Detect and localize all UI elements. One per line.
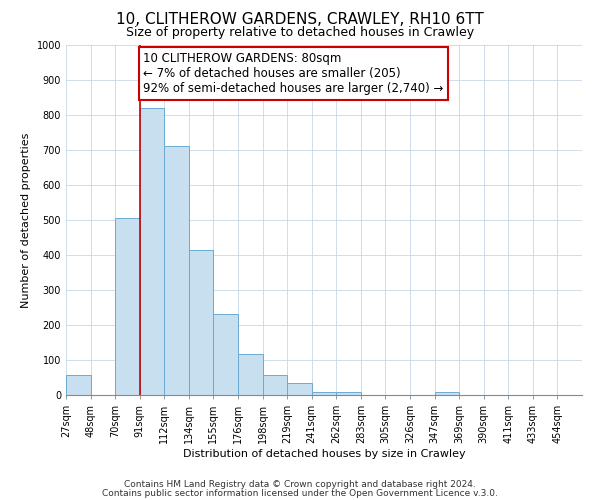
Bar <box>189 250 214 395</box>
Bar <box>336 392 361 395</box>
X-axis label: Distribution of detached houses by size in Crawley: Distribution of detached houses by size … <box>182 449 466 459</box>
Bar <box>140 108 164 395</box>
Text: 10 CLITHEROW GARDENS: 80sqm
← 7% of detached houses are smaller (205)
92% of sem: 10 CLITHEROW GARDENS: 80sqm ← 7% of deta… <box>143 52 444 95</box>
Bar <box>238 354 263 395</box>
Bar <box>66 375 91 395</box>
Text: 10, CLITHEROW GARDENS, CRAWLEY, RH10 6TT: 10, CLITHEROW GARDENS, CRAWLEY, RH10 6TT <box>116 12 484 28</box>
Bar <box>434 392 459 395</box>
Text: Size of property relative to detached houses in Crawley: Size of property relative to detached ho… <box>126 26 474 39</box>
Y-axis label: Number of detached properties: Number of detached properties <box>21 132 31 308</box>
Text: Contains HM Land Registry data © Crown copyright and database right 2024.: Contains HM Land Registry data © Crown c… <box>124 480 476 489</box>
Bar <box>312 392 336 395</box>
Text: Contains public sector information licensed under the Open Government Licence v.: Contains public sector information licen… <box>102 488 498 498</box>
Bar <box>287 383 312 395</box>
Bar <box>164 146 189 395</box>
Bar <box>214 314 238 395</box>
Bar <box>115 218 140 395</box>
Bar <box>263 375 287 395</box>
